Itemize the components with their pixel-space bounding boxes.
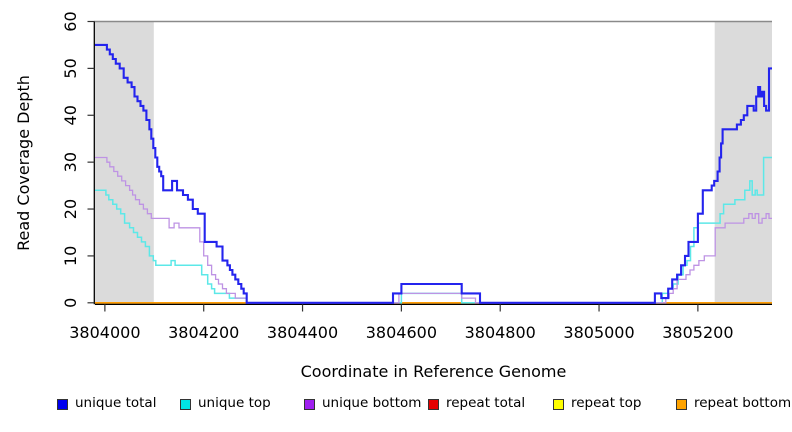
x-axis-title: Coordinate in Reference Genome	[300, 362, 567, 381]
shaded-regions	[95, 21, 772, 305]
shaded-region	[714, 21, 772, 305]
x-tick-label: 3804400	[267, 323, 338, 342]
series-line-unique-total	[95, 43, 772, 304]
series-line-unique-bottom	[95, 156, 772, 304]
x-tick-label: 3804600	[366, 323, 437, 342]
y-tick-label: 40	[61, 105, 80, 125]
y-tick-label: 50	[61, 58, 80, 78]
x-tick-label: 3804200	[168, 323, 239, 342]
y-tick-label: 10	[61, 246, 80, 266]
x-tick-label: 3805200	[662, 323, 733, 342]
x-tick-label: 3805000	[563, 323, 634, 342]
y-tick-label: 60	[61, 11, 80, 31]
y-axis-title: Read Coverage Depth	[14, 75, 33, 251]
x-tick-label: 3804000	[69, 323, 140, 342]
series-line-unique-top	[95, 156, 772, 304]
axes	[93, 21, 772, 305]
x-tick-label: 3804800	[465, 323, 536, 342]
y-tick-label: 20	[61, 199, 80, 219]
y-tick-label: 0	[61, 298, 80, 308]
x-axis-ticks: 3804000 3804200 3804400 3804600 3804800 38050…	[69, 304, 734, 342]
shaded-region	[95, 21, 154, 305]
y-axis-ticks: 0 10 20 30 40 50 60	[61, 11, 95, 308]
series-lines	[95, 43, 772, 304]
y-tick-label: 30	[61, 152, 80, 172]
